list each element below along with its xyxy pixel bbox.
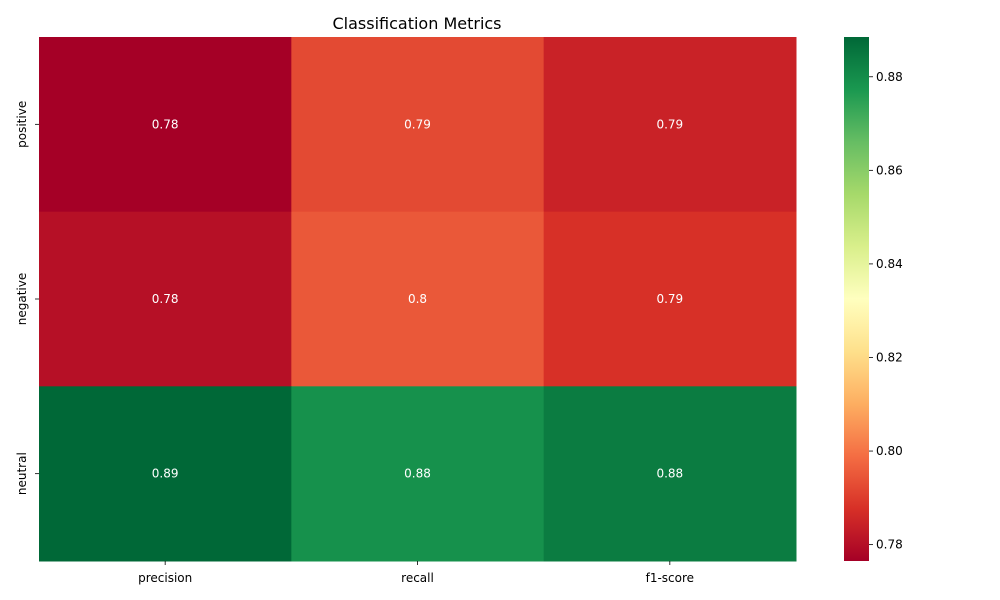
cell-annotations: 0.78 0.79 0.79 0.78 0.8 0.79 0.89 0.88 0.88 (152, 117, 683, 480)
x-tick-label: f1-score (646, 571, 694, 585)
heatmap-cell (543, 386, 797, 562)
y-axis: positive negative neutral (15, 101, 39, 495)
x-tick-label: recall (401, 571, 434, 585)
x-axis: precision recall f1-score (138, 561, 694, 585)
cell-value-label: 0.8 (408, 292, 427, 306)
x-tick-label: precision (138, 571, 192, 585)
colorbar-tick-label: 0.88 (876, 70, 903, 84)
colorbar-tick-label: 0.84 (876, 257, 903, 271)
cell-value-label: 0.88 (656, 467, 683, 481)
heatmap-cell (291, 37, 545, 213)
cell-value-label: 0.79 (656, 292, 683, 306)
heatmap-cell (291, 211, 545, 387)
colorbar-tick-label: 0.86 (876, 163, 903, 177)
heatmap-cell (39, 386, 292, 562)
heatmap-cell (543, 37, 797, 213)
cell-value-label: 0.88 (404, 467, 431, 481)
heatmap-cell (39, 37, 292, 213)
cell-value-label: 0.78 (152, 292, 179, 306)
heatmap-cell (543, 211, 797, 387)
colorbar-tick-label: 0.82 (876, 350, 903, 364)
y-tick-label: negative (15, 273, 29, 325)
colorbar-gradient (844, 37, 869, 561)
colorbar-tick-label: 0.80 (876, 444, 903, 458)
cell-value-label: 0.89 (152, 467, 179, 481)
colorbar-tick-label: 0.78 (876, 538, 903, 552)
chart-title: Classification Metrics (332, 14, 501, 33)
cell-value-label: 0.79 (656, 117, 683, 131)
heatmap-cell (291, 386, 545, 562)
cell-value-label: 0.79 (404, 117, 431, 131)
cell-value-label: 0.78 (152, 117, 179, 131)
colorbar: 0.78 0.80 0.82 0.84 0.86 0.88 (844, 37, 903, 561)
heatmap-cell (39, 211, 292, 387)
y-tick-label: neutral (15, 452, 29, 495)
y-tick-label: positive (15, 101, 29, 148)
heatmap-cells (39, 37, 797, 562)
